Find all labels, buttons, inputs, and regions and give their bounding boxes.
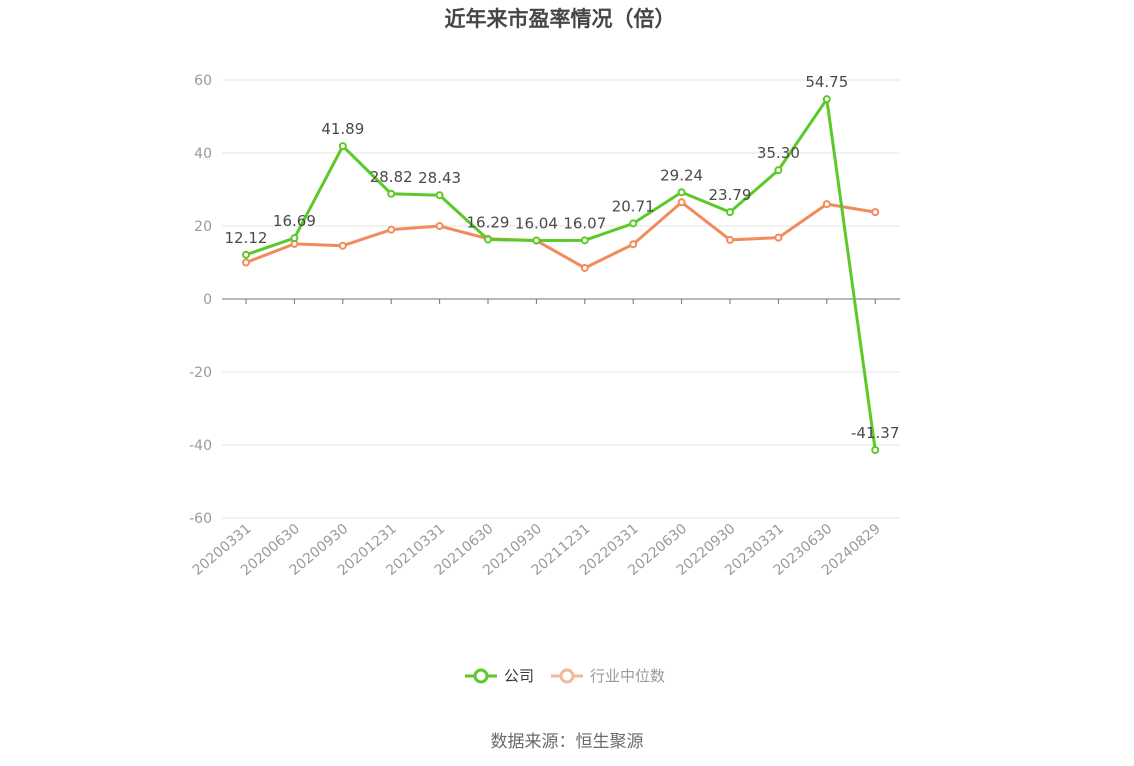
data-label-company: 16.07	[563, 214, 606, 232]
point-industry-median[interactable]	[871, 208, 880, 217]
data-source: 数据来源：恒生聚源	[491, 732, 644, 752]
y-tick-label: -20	[189, 365, 212, 381]
data-label-company: 41.89	[321, 120, 364, 138]
series-lines	[242, 95, 880, 455]
data-label-company: 54.75	[805, 73, 848, 91]
data-label-company: 12.12	[225, 229, 268, 247]
data-label-company: 16.69	[273, 212, 316, 230]
legend-item-industry-median[interactable]: 行业中位数	[551, 667, 665, 685]
x-axis: 2020033120200630202009302020123120210331…	[190, 298, 900, 579]
data-label-company: 16.04	[515, 214, 558, 232]
y-tick-label: 60	[194, 73, 212, 89]
point-industry-median[interactable]	[435, 222, 444, 230]
data-label-company: 20.71	[612, 197, 655, 215]
data-label-company: -41.37	[851, 424, 899, 442]
y-tick-label: -40	[189, 438, 212, 454]
point-company[interactable]	[677, 188, 686, 197]
point-industry-median[interactable]	[629, 240, 638, 249]
data-label-company: 23.79	[709, 186, 752, 204]
data-label-company: 35.30	[757, 144, 800, 162]
point-company[interactable]	[629, 219, 638, 228]
point-company[interactable]	[242, 250, 250, 259]
point-company[interactable]	[871, 446, 880, 455]
y-tick-label: 0	[203, 292, 212, 308]
y-tick-label: 40	[194, 146, 212, 162]
legend[interactable]: 公司 行业中位数	[465, 667, 665, 685]
legend-label-company: 公司	[504, 667, 534, 685]
y-tick-label: 20	[194, 219, 212, 235]
y-tick-label: -60	[189, 511, 212, 527]
point-company[interactable]	[338, 142, 347, 151]
legend-item-company[interactable]: 公司	[465, 667, 534, 685]
legend-label-industry-median: 行业中位数	[590, 667, 665, 685]
grid-lines	[222, 79, 900, 519]
series-line-industry-median	[244, 200, 877, 270]
point-industry-median[interactable]	[677, 198, 686, 207]
point-industry-median[interactable]	[822, 200, 831, 209]
point-company[interactable]	[290, 234, 299, 243]
point-industry-median[interactable]	[726, 235, 734, 244]
point-industry-median[interactable]	[387, 225, 396, 234]
y-axis: 60 40 20 0 -20 -40 -60	[189, 73, 212, 527]
point-industry-median[interactable]	[774, 233, 783, 242]
point-company[interactable]	[822, 95, 831, 104]
point-company[interactable]	[387, 189, 396, 198]
legend-marker-industry-median	[559, 668, 575, 684]
data-label-company: 28.82	[370, 168, 413, 186]
data-label-company: 16.29	[467, 214, 510, 232]
point-company[interactable]	[774, 166, 783, 175]
point-company[interactable]	[580, 236, 589, 245]
point-company[interactable]	[532, 236, 541, 245]
point-industry-median[interactable]	[580, 263, 589, 272]
point-industry-median[interactable]	[242, 258, 250, 267]
point-company[interactable]	[484, 235, 492, 244]
point-industry-median[interactable]	[338, 241, 347, 250]
legend-marker-company	[473, 668, 489, 684]
data-label-company: 28.43	[418, 169, 461, 187]
chart-title: 近年来市盈率情况（倍）	[445, 7, 676, 31]
point-company[interactable]	[435, 191, 444, 200]
series-line-company	[244, 97, 877, 452]
point-company[interactable]	[726, 208, 734, 217]
data-labels: 12.12 16.69 41.89 28.82 28.43 16.29 16.04 16.07…	[225, 73, 900, 442]
data-label-company: 29.24	[660, 166, 703, 184]
